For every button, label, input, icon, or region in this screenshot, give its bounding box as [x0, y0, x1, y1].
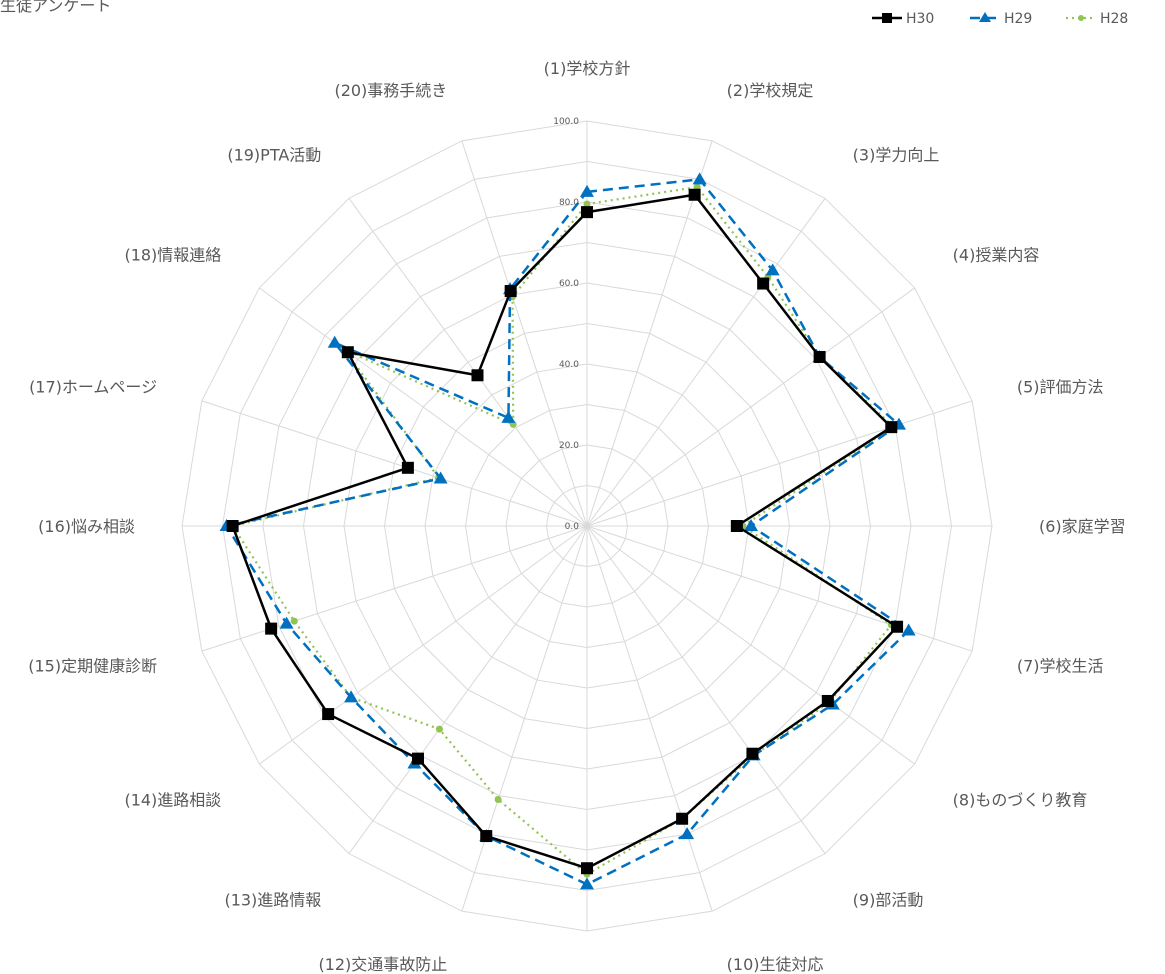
data-point-triangle [580, 184, 594, 197]
category-label: (2)学校規定 [727, 81, 814, 100]
data-point-triangle [692, 172, 707, 185]
spoke-line [586, 525, 713, 912]
legend-marker-circle [1078, 15, 1084, 21]
series-layer [219, 172, 916, 890]
category-label: (20)事務手続き [334, 81, 447, 100]
data-point-square [471, 369, 484, 382]
data-point-triangle [744, 519, 759, 531]
data-point-triangle [279, 616, 294, 629]
category-label: (14)進路相談 [124, 791, 221, 810]
data-point-triangle [327, 335, 342, 348]
legend-label: H30 [906, 11, 934, 27]
tick-label: 0.0 [565, 522, 580, 532]
category-label: (10)生徒対応 [727, 955, 824, 974]
category-label: (4)授業内容 [953, 245, 1040, 264]
data-point-square [265, 622, 278, 635]
data-point-square [226, 520, 239, 532]
data-point-triangle [433, 471, 448, 484]
data-point-square [411, 752, 424, 765]
category-label: (7)学校生活 [1017, 657, 1104, 676]
category-label: (15)定期健康診断 [28, 657, 157, 676]
category-label: (18)情報連絡 [124, 245, 221, 264]
category-label: (17)ホームページ [29, 377, 157, 396]
category-label: (8)ものづくり教育 [953, 791, 1088, 810]
category-labels: (1)学校方針 (2)学校規定 (3)学力向上 (4)授業内容 (5)評価方法 (6)家庭… [28, 59, 1125, 974]
category-label: (3)学力向上 [853, 145, 940, 164]
data-point-square [730, 520, 743, 532]
spoke-line [586, 400, 973, 527]
data-point-square [504, 285, 517, 298]
tick-label: 40.0 [559, 360, 579, 370]
spoke-line [259, 525, 588, 765]
tick-label: 100.0 [553, 117, 579, 127]
category-label: (9)部活動 [853, 891, 924, 910]
data-point-circle [583, 200, 591, 208]
legend-label: H29 [1004, 11, 1032, 27]
data-point-circle [494, 795, 502, 803]
legend: H30 H29 H28 [872, 11, 1128, 27]
radial-tick-labels: 0.0 20.0 40.0 60.0 80.0 100.0 [553, 117, 579, 532]
data-point-square [746, 747, 759, 760]
spoke-line [586, 525, 826, 854]
data-point-square [821, 694, 834, 707]
legend-item-h28: H28 [1066, 11, 1128, 27]
data-point-square [480, 830, 493, 843]
spoke-line [586, 140, 713, 527]
legend-label: H28 [1100, 11, 1128, 27]
data-point-triangle [680, 827, 695, 840]
spoke-line [348, 525, 588, 854]
data-point-circle [435, 725, 443, 733]
spoke-line [586, 287, 915, 527]
spoke-line [586, 198, 826, 527]
spoke-line [348, 198, 588, 527]
category-label: (12)交通事故防止 [318, 955, 447, 974]
category-label: (6)家庭学習 [1039, 517, 1126, 536]
legend-item-h29: H29 [970, 11, 1032, 27]
data-point-square [885, 421, 898, 434]
data-point-square [581, 206, 593, 219]
data-point-triangle [901, 623, 916, 636]
category-label: (5)評価方法 [1017, 377, 1104, 396]
category-label: (1)学校方針 [544, 59, 631, 78]
category-label: (16)悩み相談 [38, 517, 135, 536]
legend-item-h30: H30 [872, 11, 934, 27]
spoke-line [461, 140, 588, 527]
category-label: (13)進路情報 [224, 891, 321, 910]
data-point-square [813, 350, 826, 363]
data-point-square [688, 188, 701, 201]
data-point-triangle [344, 690, 359, 703]
data-point-triangle [501, 410, 516, 423]
tick-label: 20.0 [559, 441, 579, 451]
data-point-square [676, 812, 689, 825]
spoke-line [259, 287, 588, 527]
chart-title: 生徒アンケート [0, 0, 112, 15]
spoke-line [201, 525, 588, 652]
data-point-circle [290, 617, 298, 625]
data-point-triangle [765, 263, 780, 276]
data-point-square [757, 277, 770, 290]
legend-marker-square [882, 13, 892, 23]
data-point-square [341, 346, 354, 359]
tick-label: 80.0 [559, 198, 579, 208]
tick-label: 60.0 [559, 279, 579, 289]
legend-marker-triangle [979, 12, 991, 22]
spoke-line [201, 400, 588, 527]
radar-grid [181, 120, 993, 932]
category-label: (19)PTA活動 [227, 145, 321, 164]
data-point-square [322, 708, 335, 721]
data-point-square [891, 620, 904, 633]
series-h30 [226, 188, 904, 875]
spoke-line [586, 525, 915, 765]
data-point-square [401, 461, 414, 474]
data-point-triangle [580, 877, 594, 890]
data-point-square [581, 862, 593, 875]
spoke-line [461, 525, 588, 912]
